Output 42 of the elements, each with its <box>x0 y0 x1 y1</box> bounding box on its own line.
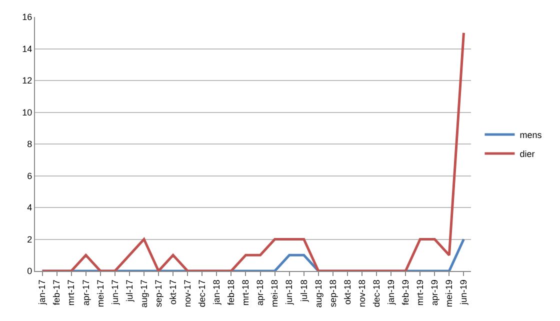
x-tick-label: apr-17 <box>80 280 91 306</box>
x-tick-label: aug-18 <box>313 280 324 308</box>
x-tick-label: dec-17 <box>197 280 208 308</box>
y-tick-label: 14 <box>22 44 32 54</box>
x-tick-label: mei-17 <box>95 280 106 308</box>
y-tick-label: 10 <box>22 107 32 118</box>
x-tick-label: jun-19 <box>458 280 469 306</box>
y-tick-label: 4 <box>27 202 32 213</box>
legend-label: dier <box>520 149 535 160</box>
x-tick-label: jul-17 <box>124 280 134 303</box>
y-tick-label: 16 <box>22 12 32 22</box>
y-tick-label: 8 <box>27 139 32 150</box>
x-tick-label: aug-17 <box>138 280 149 308</box>
x-tick-label: jun-17 <box>110 280 120 306</box>
legend-label: mens <box>520 130 542 140</box>
y-tick-label: 12 <box>22 76 32 86</box>
x-tick-label: apr-18 <box>255 280 266 306</box>
x-tick-label: sep-17 <box>153 280 164 308</box>
y-tick-label: 2 <box>27 234 32 244</box>
x-tick-label: jan-18 <box>212 280 222 306</box>
y-tick-label: 0 <box>27 266 32 276</box>
x-tick-label: jul-18 <box>298 280 309 303</box>
x-tick-label: feb-17 <box>52 280 62 306</box>
x-tick-label: jan-19 <box>386 280 396 306</box>
x-tick-label: nov-18 <box>356 280 367 308</box>
x-tick-label: mei-19 <box>444 280 454 308</box>
x-tick-label: okt-18 <box>342 280 352 305</box>
x-tick-label: jun-18 <box>284 280 294 306</box>
x-tick-label: feb-19 <box>400 280 411 306</box>
x-tick-label: apr-19 <box>430 280 440 306</box>
x-tick-label: mei-18 <box>270 280 280 308</box>
x-tick-label: mrt-17 <box>66 280 76 306</box>
x-tick-label: dec-18 <box>371 280 382 308</box>
x-tick-label: jan-17 <box>37 280 48 306</box>
x-tick-label: nov-17 <box>182 280 193 308</box>
x-tick-label: sep-18 <box>328 280 338 308</box>
x-tick-label: okt-17 <box>168 280 178 305</box>
line-series <box>41 32 465 271</box>
x-tick-label: feb-18 <box>226 280 236 306</box>
x-tick-label: mrt-18 <box>240 280 251 306</box>
x-tick-label: mrt-19 <box>415 280 426 306</box>
y-tick-label: 6 <box>27 170 32 181</box>
